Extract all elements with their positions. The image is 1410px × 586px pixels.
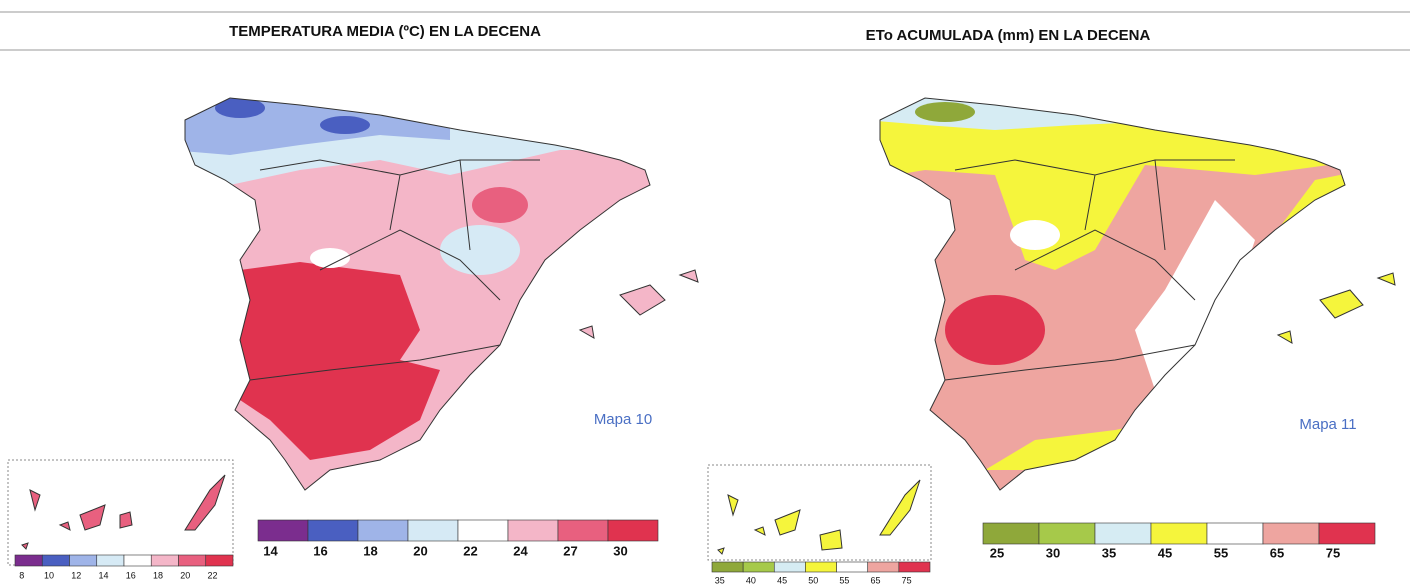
legend-swatch (1094, 522, 1152, 545)
legend-swatch (1206, 522, 1264, 545)
legend-label: 20 (413, 543, 427, 558)
legend-label: 35 (1102, 545, 1116, 560)
legend-label: 65 (1270, 545, 1284, 560)
legend-label: 75 (902, 575, 912, 585)
legend-label: 22 (208, 570, 218, 580)
legend-label: 14 (99, 570, 109, 580)
legend-swatch (805, 561, 837, 573)
legend-swatch (69, 554, 98, 567)
map-title: ETo ACUMULADA (mm) EN LA DECENA (866, 27, 1151, 44)
legend-label: 8 (19, 570, 24, 580)
legend-label: 10 (44, 570, 54, 580)
inset-frame (7, 459, 234, 566)
legend-label: 55 (839, 575, 849, 585)
legend-label: 14 (263, 543, 278, 558)
legend-swatch (507, 519, 559, 542)
legend-label: 65 (870, 575, 880, 585)
map-label: Mapa 11 (1299, 416, 1356, 433)
legend-label: 22 (463, 543, 477, 558)
legend-swatch (14, 554, 43, 567)
legend-swatch (178, 554, 207, 567)
legend-label: 16 (126, 570, 136, 580)
legend-swatch (711, 561, 744, 573)
legend-label: 16 (313, 543, 327, 558)
eto-map: Mapa 11 (879, 97, 1396, 491)
legend-swatch (307, 519, 359, 542)
legend-swatch (742, 561, 775, 573)
legend-label: 24 (513, 543, 528, 558)
legend-label: 55 (1214, 545, 1228, 560)
legend-swatch (150, 554, 179, 567)
legend-label: 45 (777, 575, 787, 585)
legend-swatch (123, 554, 152, 567)
legend-label: 45 (1158, 545, 1172, 560)
legend-label: 12 (71, 570, 81, 580)
legend-label: 18 (363, 543, 377, 558)
legend-swatch (1318, 522, 1376, 545)
legend-swatch (1262, 522, 1320, 545)
legend-swatch (407, 519, 459, 542)
legend-swatch (357, 519, 409, 542)
legend-label: 50 (808, 575, 818, 585)
legend-label: 75 (1326, 545, 1340, 560)
legend-label: 30 (613, 543, 627, 558)
legend-label: 30 (1046, 545, 1060, 560)
legend-swatch (205, 554, 234, 567)
map-title: TEMPERATURA MEDIA (ºC) EN LA DECENA (229, 23, 541, 40)
inset-frame (707, 464, 932, 561)
legend-label: 27 (563, 543, 577, 558)
temperature-map: Mapa 10 (7, 97, 699, 566)
legend-swatch (1150, 522, 1208, 545)
legend-swatch (898, 561, 931, 573)
legend-swatch (836, 561, 869, 573)
map-label: Mapa 10 (594, 411, 652, 428)
legend-swatch (41, 554, 70, 567)
legend-swatch (607, 519, 659, 542)
legend-swatch (773, 561, 806, 573)
legend-swatch (457, 519, 509, 542)
legend-label: 40 (746, 575, 756, 585)
legend-label: 18 (153, 570, 163, 580)
legend-label: 20 (180, 570, 190, 580)
legend-swatch (982, 522, 1040, 545)
legend-swatch (257, 519, 309, 542)
legend-swatch (557, 519, 609, 542)
legend-label: 35 (715, 575, 725, 585)
legend-label: 25 (990, 545, 1004, 560)
legend-swatch (867, 561, 900, 573)
legend-swatch (1038, 522, 1096, 545)
legend-swatch (96, 554, 125, 567)
